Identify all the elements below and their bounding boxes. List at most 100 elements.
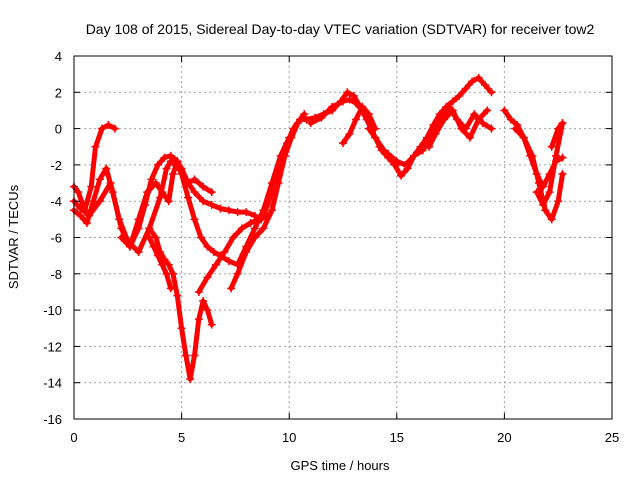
- data-point-marker: [547, 142, 556, 151]
- data-point-marker: [306, 119, 315, 128]
- data-point-marker: [190, 175, 199, 184]
- data-point-marker: [203, 306, 212, 315]
- data-point-marker: [158, 260, 167, 269]
- data-point-marker: [242, 208, 251, 217]
- data-point-marker: [153, 160, 162, 169]
- data-point-marker: [448, 97, 457, 106]
- data-point-marker: [474, 115, 483, 124]
- x-tick-label: 15: [390, 430, 404, 445]
- data-point-marker: [177, 169, 186, 178]
- data-point-marker: [519, 133, 528, 142]
- data-point-marker: [270, 179, 279, 188]
- series-track-15: [426, 107, 490, 150]
- data-point-marker: [500, 106, 509, 115]
- data-point-marker: [190, 215, 199, 224]
- data-point-marker: [401, 160, 410, 169]
- data-point-marker: [511, 124, 520, 133]
- data-point-marker: [267, 206, 276, 215]
- data-point-marker: [474, 73, 483, 82]
- data-point-marker: [186, 375, 195, 384]
- data-point-marker: [134, 224, 143, 233]
- series-track-5: [146, 225, 215, 382]
- data-point-marker: [177, 324, 186, 333]
- data-point-marker: [328, 102, 337, 111]
- data-point-marker: [276, 157, 285, 166]
- data-point-marker: [227, 284, 236, 293]
- data-point-marker: [153, 251, 162, 260]
- data-point-marker: [465, 133, 474, 142]
- y-tick-label: -4: [50, 194, 62, 209]
- data-point-marker: [554, 197, 563, 206]
- data-point-marker: [375, 142, 384, 151]
- y-tick-labels: 4 2 0 -2 -4 -6 -8 -10 -12 -14 -16: [43, 49, 62, 427]
- x-tick-label: 10: [282, 430, 296, 445]
- data-point-marker: [384, 150, 393, 159]
- data-point-marker: [173, 291, 182, 300]
- data-point-marker: [534, 179, 543, 188]
- data-point-marker: [97, 124, 106, 133]
- data-point-marker: [349, 91, 358, 100]
- data-point-marker: [166, 151, 175, 160]
- data-point-marker: [528, 151, 537, 160]
- y-axis-label: SDTVAR / TECUs: [6, 184, 21, 289]
- axis-ticks: [73, 55, 613, 420]
- data-point-marker: [358, 102, 367, 111]
- data-point-marker: [162, 269, 171, 278]
- y-tick-label: 4: [55, 49, 62, 64]
- x-tick-label: 0: [70, 430, 77, 445]
- data-point-marker: [345, 95, 354, 104]
- series-track-13: [366, 75, 494, 179]
- data-point-marker: [250, 224, 259, 233]
- data-point-marker: [506, 115, 515, 124]
- data-point-marker: [87, 182, 96, 191]
- data-point-marker: [76, 211, 85, 220]
- data-point-marker: [351, 99, 360, 108]
- data-point-marker: [554, 124, 563, 133]
- x-axis-label: GPS time / hours: [291, 458, 390, 473]
- data-point-marker: [147, 175, 156, 184]
- data-point-marker: [371, 133, 380, 142]
- data-point-marker: [558, 119, 567, 128]
- y-tick-label: 0: [55, 122, 62, 137]
- data-point-marker: [224, 206, 233, 215]
- data-point-marker: [160, 153, 169, 162]
- data-point-marker: [125, 242, 134, 251]
- data-point-marker: [339, 139, 347, 148]
- data-point-marker: [149, 242, 158, 251]
- data-point-marker: [246, 218, 255, 227]
- data-point-marker: [110, 124, 119, 133]
- data-point-marker: [289, 124, 298, 133]
- y-tick-label: -12: [43, 339, 62, 354]
- data-point-marker: [194, 287, 203, 296]
- data-point-marker: [558, 169, 567, 178]
- y-tick-label: -6: [50, 231, 62, 246]
- data-point-marker: [481, 81, 490, 90]
- data-point-marker: [190, 188, 199, 197]
- data-point-marker: [558, 153, 567, 162]
- data-point-marker: [102, 164, 111, 173]
- y-tick-label: -16: [43, 412, 62, 427]
- data-point-marker: [263, 200, 272, 209]
- data-point-marker: [199, 197, 208, 206]
- data-point-marker: [392, 157, 401, 166]
- data-point-marker: [207, 200, 216, 209]
- data-point-marker: [196, 233, 205, 242]
- data-point-marker: [440, 115, 449, 124]
- data-point-marker: [104, 120, 113, 129]
- data-point-marker: [184, 193, 193, 202]
- data-series: [70, 73, 567, 384]
- data-point-marker: [117, 233, 126, 242]
- data-point-marker: [364, 110, 373, 119]
- data-point-marker: [162, 164, 171, 173]
- data-point-marker: [207, 188, 216, 197]
- data-point-marker: [418, 146, 427, 155]
- data-point-marker: [457, 124, 466, 133]
- data-point-marker: [199, 297, 208, 306]
- data-point-marker: [547, 215, 556, 224]
- data-point-marker: [203, 242, 212, 251]
- data-point-marker: [190, 351, 199, 360]
- data-point-marker: [242, 248, 251, 257]
- data-point-marker: [250, 233, 259, 242]
- data-point-marker: [339, 97, 347, 106]
- data-point-marker: [539, 200, 548, 209]
